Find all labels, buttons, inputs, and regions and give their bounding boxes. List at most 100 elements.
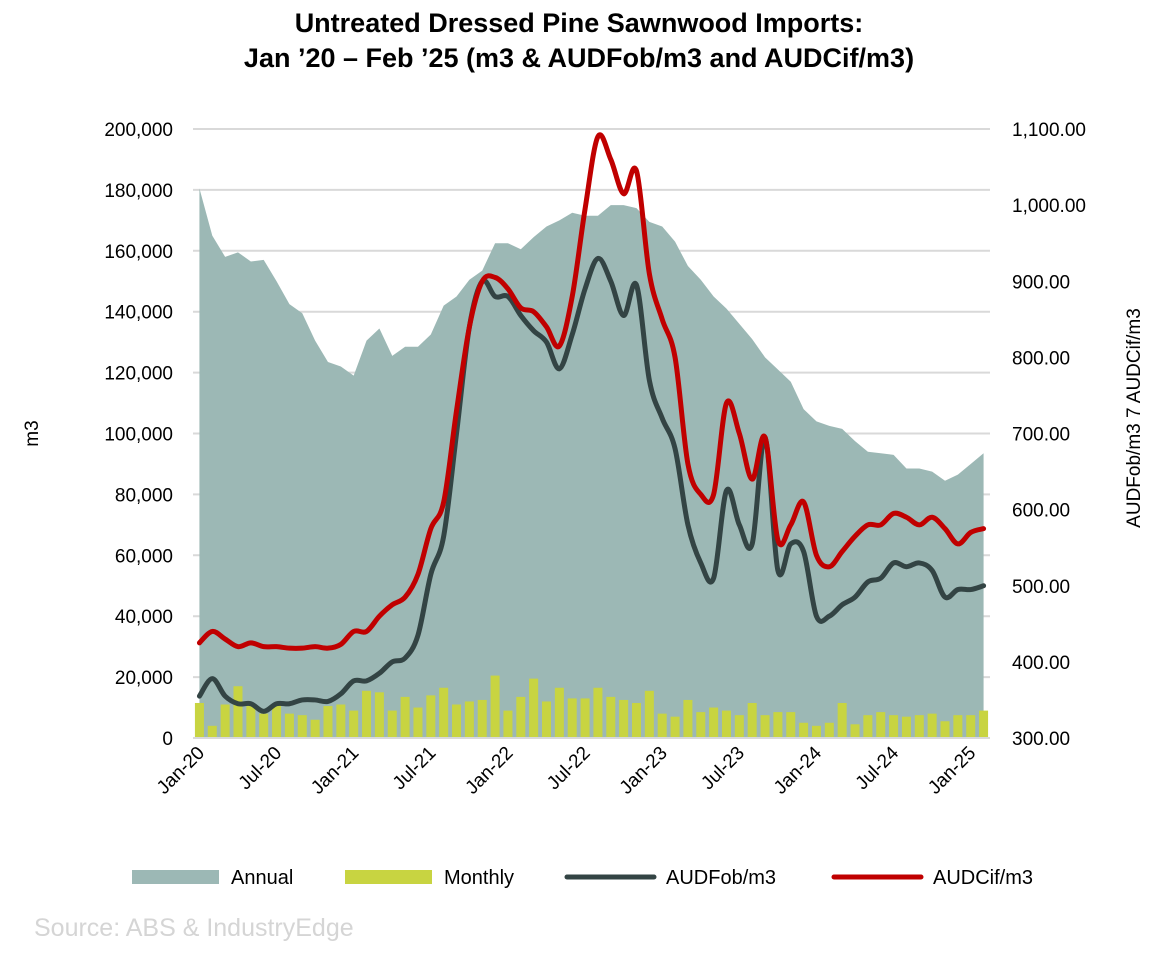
fob-line — [196, 255, 987, 714]
x-tick-label: Jan-22 — [462, 743, 518, 799]
monthly-bar — [824, 722, 834, 738]
y-tick-label: 140,000 — [104, 303, 173, 324]
chart-subtitle: Jan ’20 – Feb ’25 (m3 & AUDFob/m3 and AU… — [243, 43, 915, 73]
source-note: Source: ABS & IndustryEdge — [34, 914, 354, 942]
monthly-bar — [542, 701, 552, 738]
y-tick-label: 20,000 — [115, 668, 173, 689]
y2-tick-label: 900.00 — [1012, 272, 1070, 293]
cif-line — [196, 132, 987, 651]
monthly-bar — [516, 696, 526, 738]
monthly-bar — [580, 698, 590, 738]
y2-tick-label: 300.00 — [1012, 729, 1070, 750]
monthly-bar — [940, 721, 950, 738]
y2-axis-label: AUDFob/m3 7 AUDCif/m3 — [1124, 308, 1145, 528]
x-tick-label: Jan-21 — [307, 743, 363, 799]
monthly-bar — [683, 699, 693, 738]
monthly-bar — [631, 702, 641, 738]
monthly-bar — [567, 698, 577, 738]
monthly-bar — [284, 713, 294, 738]
monthly-bar — [426, 695, 436, 738]
monthly-bar — [670, 716, 680, 738]
legend-swatch — [132, 870, 219, 884]
monthly-bar — [220, 704, 230, 738]
x-tick-label: Jul-21 — [389, 743, 440, 794]
monthly-bar — [464, 701, 474, 738]
monthly-bar — [259, 713, 269, 738]
monthly-bar — [233, 686, 243, 738]
x-tick-label: Jul-22 — [543, 743, 594, 794]
monthly-bar — [529, 678, 539, 738]
x-tick-label: Jan-23 — [616, 743, 672, 799]
monthly-bar — [554, 687, 564, 738]
y-tick-label: 60,000 — [115, 546, 173, 567]
monthly-bar — [349, 710, 359, 738]
monthly-bar — [606, 696, 616, 738]
y-tick-label: 100,000 — [104, 425, 173, 446]
monthly-bar — [323, 706, 333, 738]
price-lines-layer — [196, 132, 987, 714]
y-tick-label: 120,000 — [104, 364, 173, 385]
chart-title: Untreated Dressed Pine Sawnwood Imports: — [294, 8, 864, 38]
monthly-bar — [272, 704, 282, 738]
monthly-bar — [734, 715, 744, 738]
x-tick-label: Jul-23 — [697, 743, 748, 794]
monthly-bar — [773, 712, 783, 738]
y-tick-label: 40,000 — [115, 607, 173, 628]
y2-tick-label: 600.00 — [1012, 501, 1070, 522]
monthly-bar — [863, 715, 873, 738]
monthly-bar — [837, 702, 847, 738]
monthly-bar — [657, 713, 667, 738]
monthly-bar — [452, 704, 462, 738]
y-tick-label: 80,000 — [115, 485, 173, 506]
monthly-bar — [709, 707, 719, 738]
y-tick-label: 0 — [162, 729, 173, 750]
monthly-bar — [850, 724, 860, 738]
monthly-bar — [477, 699, 487, 738]
monthly-bar — [297, 715, 307, 738]
monthly-bar — [310, 719, 320, 738]
monthly-bar — [799, 722, 809, 738]
x-tick-label: Jul-24 — [852, 742, 904, 794]
y2-tick-label: 1,100.00 — [1012, 120, 1086, 141]
monthly-bar — [336, 704, 346, 738]
y2-tick-label: 500.00 — [1012, 577, 1070, 598]
monthly-bar — [953, 715, 963, 738]
y2-tick-label: 400.00 — [1012, 653, 1070, 674]
monthly-bar — [413, 707, 423, 738]
y2-tick-label: 800.00 — [1012, 348, 1070, 369]
monthly-bar — [760, 715, 770, 738]
monthly-bars-layer — [194, 675, 989, 738]
y-tick-label: 180,000 — [104, 181, 173, 202]
monthly-bar — [811, 725, 821, 738]
x-tick-label: Jul-20 — [235, 743, 286, 794]
monthly-bar — [439, 687, 449, 738]
monthly-bar — [889, 715, 899, 738]
monthly-bar — [747, 702, 757, 738]
monthly-bar — [644, 690, 654, 738]
monthly-bar — [979, 710, 989, 738]
monthly-bar — [721, 710, 731, 738]
x-tick-label: Jan-25 — [924, 743, 980, 799]
monthly-bar — [194, 702, 204, 738]
legend: Annual Monthly AUDFob/m3 AUDCif/m3 — [132, 867, 1033, 889]
legend-label: Annual — [231, 867, 293, 889]
monthly-bar — [696, 712, 706, 738]
monthly-bar — [914, 715, 924, 738]
monthly-bar — [246, 706, 256, 738]
monthly-bar — [927, 713, 937, 738]
monthly-bar — [400, 696, 410, 738]
legend-label: Monthly — [444, 867, 514, 889]
monthly-bar — [876, 712, 886, 738]
monthly-bar — [362, 690, 372, 738]
y2-tick-label: 700.00 — [1012, 425, 1070, 446]
x-tick-label: Jan-20 — [153, 743, 209, 799]
monthly-bar — [490, 675, 500, 738]
x-tick-label: Jan-24 — [770, 742, 826, 798]
monthly-bar — [901, 716, 911, 738]
monthly-bar — [374, 692, 384, 738]
legend-swatch — [345, 870, 432, 884]
y-axis-label: m3 — [22, 420, 43, 446]
y-tick-label: 200,000 — [104, 120, 173, 141]
